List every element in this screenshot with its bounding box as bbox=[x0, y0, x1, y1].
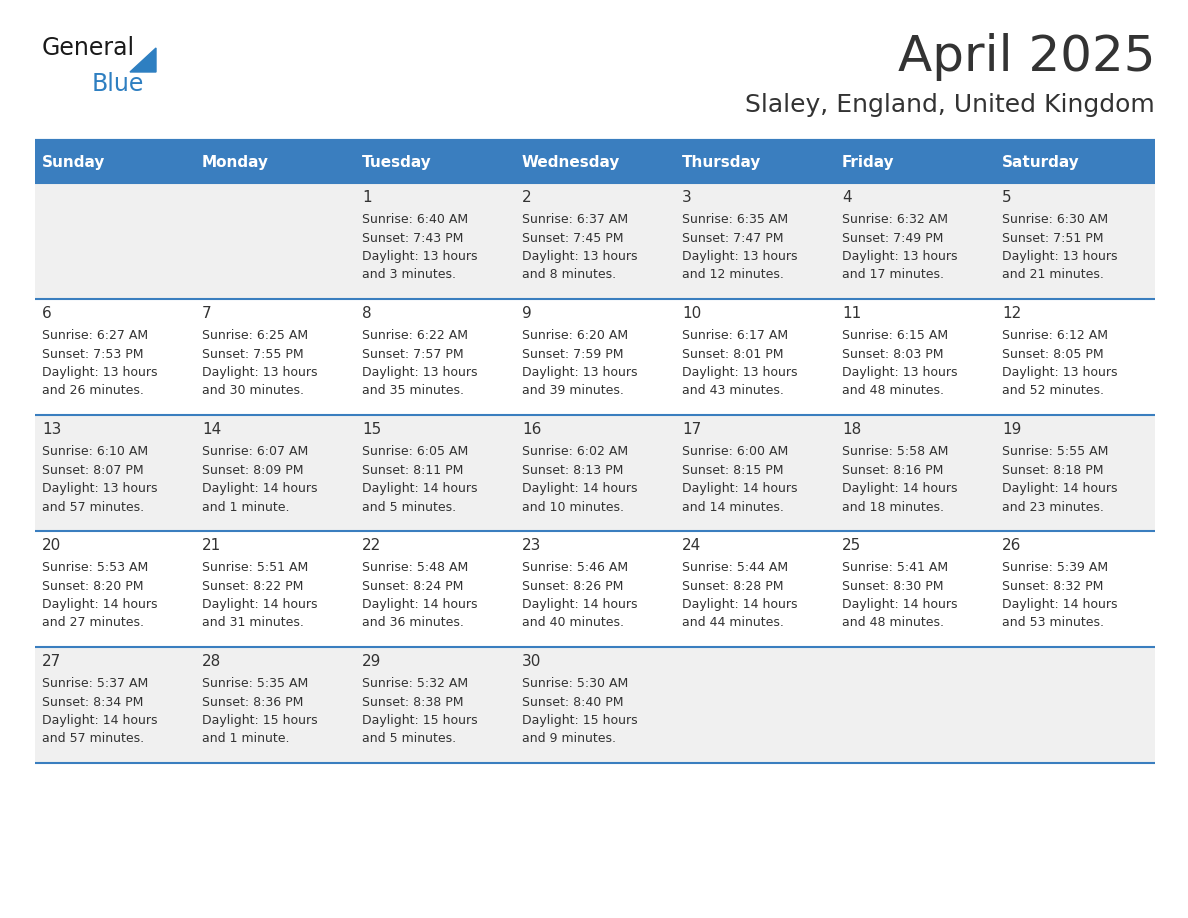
Bar bbox=[34, 183, 1155, 299]
Bar bbox=[34, 647, 1155, 763]
Text: Slaley, England, United Kingdom: Slaley, England, United Kingdom bbox=[745, 93, 1155, 117]
Text: Sunrise: 6:30 AM
Sunset: 7:51 PM
Daylight: 13 hours
and 21 minutes.: Sunrise: 6:30 AM Sunset: 7:51 PM Dayligh… bbox=[1001, 213, 1118, 282]
Text: 30: 30 bbox=[522, 654, 542, 669]
Text: 6: 6 bbox=[42, 306, 52, 321]
Text: 8: 8 bbox=[362, 306, 372, 321]
Bar bbox=[835, 141, 996, 183]
Text: Sunrise: 6:20 AM
Sunset: 7:59 PM
Daylight: 13 hours
and 39 minutes.: Sunrise: 6:20 AM Sunset: 7:59 PM Dayligh… bbox=[522, 329, 638, 397]
Text: Sunrise: 6:12 AM
Sunset: 8:05 PM
Daylight: 13 hours
and 52 minutes.: Sunrise: 6:12 AM Sunset: 8:05 PM Dayligh… bbox=[1001, 329, 1118, 397]
Text: Friday: Friday bbox=[842, 154, 895, 170]
Text: 21: 21 bbox=[202, 538, 221, 553]
Text: 29: 29 bbox=[362, 654, 381, 669]
Text: Sunrise: 6:25 AM
Sunset: 7:55 PM
Daylight: 13 hours
and 30 minutes.: Sunrise: 6:25 AM Sunset: 7:55 PM Dayligh… bbox=[202, 329, 317, 397]
Text: Saturday: Saturday bbox=[1001, 154, 1080, 170]
Text: 4: 4 bbox=[842, 190, 852, 205]
Text: 15: 15 bbox=[362, 422, 381, 437]
Text: 28: 28 bbox=[202, 654, 221, 669]
Text: 7: 7 bbox=[202, 306, 211, 321]
Text: Sunrise: 6:15 AM
Sunset: 8:03 PM
Daylight: 13 hours
and 48 minutes.: Sunrise: 6:15 AM Sunset: 8:03 PM Dayligh… bbox=[842, 329, 958, 397]
Text: Sunrise: 5:48 AM
Sunset: 8:24 PM
Daylight: 14 hours
and 36 minutes.: Sunrise: 5:48 AM Sunset: 8:24 PM Dayligh… bbox=[362, 561, 478, 630]
Text: Sunrise: 6:35 AM
Sunset: 7:47 PM
Daylight: 13 hours
and 12 minutes.: Sunrise: 6:35 AM Sunset: 7:47 PM Dayligh… bbox=[682, 213, 797, 282]
Text: Sunrise: 5:51 AM
Sunset: 8:22 PM
Daylight: 14 hours
and 31 minutes.: Sunrise: 5:51 AM Sunset: 8:22 PM Dayligh… bbox=[202, 561, 317, 630]
Text: 26: 26 bbox=[1001, 538, 1022, 553]
Text: 3: 3 bbox=[682, 190, 691, 205]
Text: Blue: Blue bbox=[91, 72, 145, 96]
Text: Sunrise: 6:07 AM
Sunset: 8:09 PM
Daylight: 14 hours
and 1 minute.: Sunrise: 6:07 AM Sunset: 8:09 PM Dayligh… bbox=[202, 445, 317, 513]
Text: 9: 9 bbox=[522, 306, 532, 321]
Bar bbox=[675, 141, 835, 183]
Text: Sunrise: 5:37 AM
Sunset: 8:34 PM
Daylight: 14 hours
and 57 minutes.: Sunrise: 5:37 AM Sunset: 8:34 PM Dayligh… bbox=[42, 677, 158, 745]
Bar bbox=[34, 531, 1155, 647]
Bar bbox=[355, 141, 516, 183]
Text: Thursday: Thursday bbox=[682, 154, 762, 170]
Text: 5: 5 bbox=[1001, 190, 1012, 205]
Text: Sunrise: 5:46 AM
Sunset: 8:26 PM
Daylight: 14 hours
and 40 minutes.: Sunrise: 5:46 AM Sunset: 8:26 PM Dayligh… bbox=[522, 561, 638, 630]
Bar bbox=[34, 141, 195, 183]
Text: 27: 27 bbox=[42, 654, 62, 669]
Text: 17: 17 bbox=[682, 422, 701, 437]
Text: 20: 20 bbox=[42, 538, 62, 553]
Text: Sunrise: 6:22 AM
Sunset: 7:57 PM
Daylight: 13 hours
and 35 minutes.: Sunrise: 6:22 AM Sunset: 7:57 PM Dayligh… bbox=[362, 329, 478, 397]
Text: 2: 2 bbox=[522, 190, 531, 205]
Text: Sunrise: 6:17 AM
Sunset: 8:01 PM
Daylight: 13 hours
and 43 minutes.: Sunrise: 6:17 AM Sunset: 8:01 PM Dayligh… bbox=[682, 329, 797, 397]
Text: 11: 11 bbox=[842, 306, 861, 321]
Text: Sunrise: 5:32 AM
Sunset: 8:38 PM
Daylight: 15 hours
and 5 minutes.: Sunrise: 5:32 AM Sunset: 8:38 PM Dayligh… bbox=[362, 677, 478, 745]
Text: 13: 13 bbox=[42, 422, 62, 437]
Text: Sunrise: 6:10 AM
Sunset: 8:07 PM
Daylight: 13 hours
and 57 minutes.: Sunrise: 6:10 AM Sunset: 8:07 PM Dayligh… bbox=[42, 445, 158, 513]
Text: Sunrise: 5:44 AM
Sunset: 8:28 PM
Daylight: 14 hours
and 44 minutes.: Sunrise: 5:44 AM Sunset: 8:28 PM Dayligh… bbox=[682, 561, 797, 630]
Text: Sunrise: 6:32 AM
Sunset: 7:49 PM
Daylight: 13 hours
and 17 minutes.: Sunrise: 6:32 AM Sunset: 7:49 PM Dayligh… bbox=[842, 213, 958, 282]
Text: Wednesday: Wednesday bbox=[522, 154, 620, 170]
Text: Sunrise: 5:35 AM
Sunset: 8:36 PM
Daylight: 15 hours
and 1 minute.: Sunrise: 5:35 AM Sunset: 8:36 PM Dayligh… bbox=[202, 677, 317, 745]
Text: 12: 12 bbox=[1001, 306, 1022, 321]
Text: 18: 18 bbox=[842, 422, 861, 437]
Text: Sunday: Sunday bbox=[42, 154, 106, 170]
Bar bbox=[996, 141, 1155, 183]
Text: 19: 19 bbox=[1001, 422, 1022, 437]
Text: 10: 10 bbox=[682, 306, 701, 321]
Text: Sunrise: 6:40 AM
Sunset: 7:43 PM
Daylight: 13 hours
and 3 minutes.: Sunrise: 6:40 AM Sunset: 7:43 PM Dayligh… bbox=[362, 213, 478, 282]
Bar bbox=[34, 415, 1155, 531]
Text: Sunrise: 6:05 AM
Sunset: 8:11 PM
Daylight: 14 hours
and 5 minutes.: Sunrise: 6:05 AM Sunset: 8:11 PM Dayligh… bbox=[362, 445, 478, 513]
Text: Sunrise: 5:53 AM
Sunset: 8:20 PM
Daylight: 14 hours
and 27 minutes.: Sunrise: 5:53 AM Sunset: 8:20 PM Dayligh… bbox=[42, 561, 158, 630]
Text: 25: 25 bbox=[842, 538, 861, 553]
Bar bbox=[195, 141, 355, 183]
Polygon shape bbox=[129, 48, 156, 72]
Text: Tuesday: Tuesday bbox=[362, 154, 431, 170]
Text: General: General bbox=[42, 36, 135, 60]
Text: 23: 23 bbox=[522, 538, 542, 553]
Text: April 2025: April 2025 bbox=[897, 33, 1155, 81]
Text: Sunrise: 6:00 AM
Sunset: 8:15 PM
Daylight: 14 hours
and 14 minutes.: Sunrise: 6:00 AM Sunset: 8:15 PM Dayligh… bbox=[682, 445, 797, 513]
Text: 1: 1 bbox=[362, 190, 372, 205]
Text: Sunrise: 6:27 AM
Sunset: 7:53 PM
Daylight: 13 hours
and 26 minutes.: Sunrise: 6:27 AM Sunset: 7:53 PM Dayligh… bbox=[42, 329, 158, 397]
Text: 16: 16 bbox=[522, 422, 542, 437]
Text: Sunrise: 6:37 AM
Sunset: 7:45 PM
Daylight: 13 hours
and 8 minutes.: Sunrise: 6:37 AM Sunset: 7:45 PM Dayligh… bbox=[522, 213, 638, 282]
Text: Sunrise: 6:02 AM
Sunset: 8:13 PM
Daylight: 14 hours
and 10 minutes.: Sunrise: 6:02 AM Sunset: 8:13 PM Dayligh… bbox=[522, 445, 638, 513]
Text: Sunrise: 5:55 AM
Sunset: 8:18 PM
Daylight: 14 hours
and 23 minutes.: Sunrise: 5:55 AM Sunset: 8:18 PM Dayligh… bbox=[1001, 445, 1118, 513]
Text: Sunrise: 5:30 AM
Sunset: 8:40 PM
Daylight: 15 hours
and 9 minutes.: Sunrise: 5:30 AM Sunset: 8:40 PM Dayligh… bbox=[522, 677, 638, 745]
Text: Sunrise: 5:58 AM
Sunset: 8:16 PM
Daylight: 14 hours
and 18 minutes.: Sunrise: 5:58 AM Sunset: 8:16 PM Dayligh… bbox=[842, 445, 958, 513]
Text: 22: 22 bbox=[362, 538, 381, 553]
Text: Sunrise: 5:41 AM
Sunset: 8:30 PM
Daylight: 14 hours
and 48 minutes.: Sunrise: 5:41 AM Sunset: 8:30 PM Dayligh… bbox=[842, 561, 958, 630]
Text: 14: 14 bbox=[202, 422, 221, 437]
Bar bbox=[34, 299, 1155, 415]
Text: 24: 24 bbox=[682, 538, 701, 553]
Text: Sunrise: 5:39 AM
Sunset: 8:32 PM
Daylight: 14 hours
and 53 minutes.: Sunrise: 5:39 AM Sunset: 8:32 PM Dayligh… bbox=[1001, 561, 1118, 630]
Bar bbox=[516, 141, 675, 183]
Text: Monday: Monday bbox=[202, 154, 268, 170]
